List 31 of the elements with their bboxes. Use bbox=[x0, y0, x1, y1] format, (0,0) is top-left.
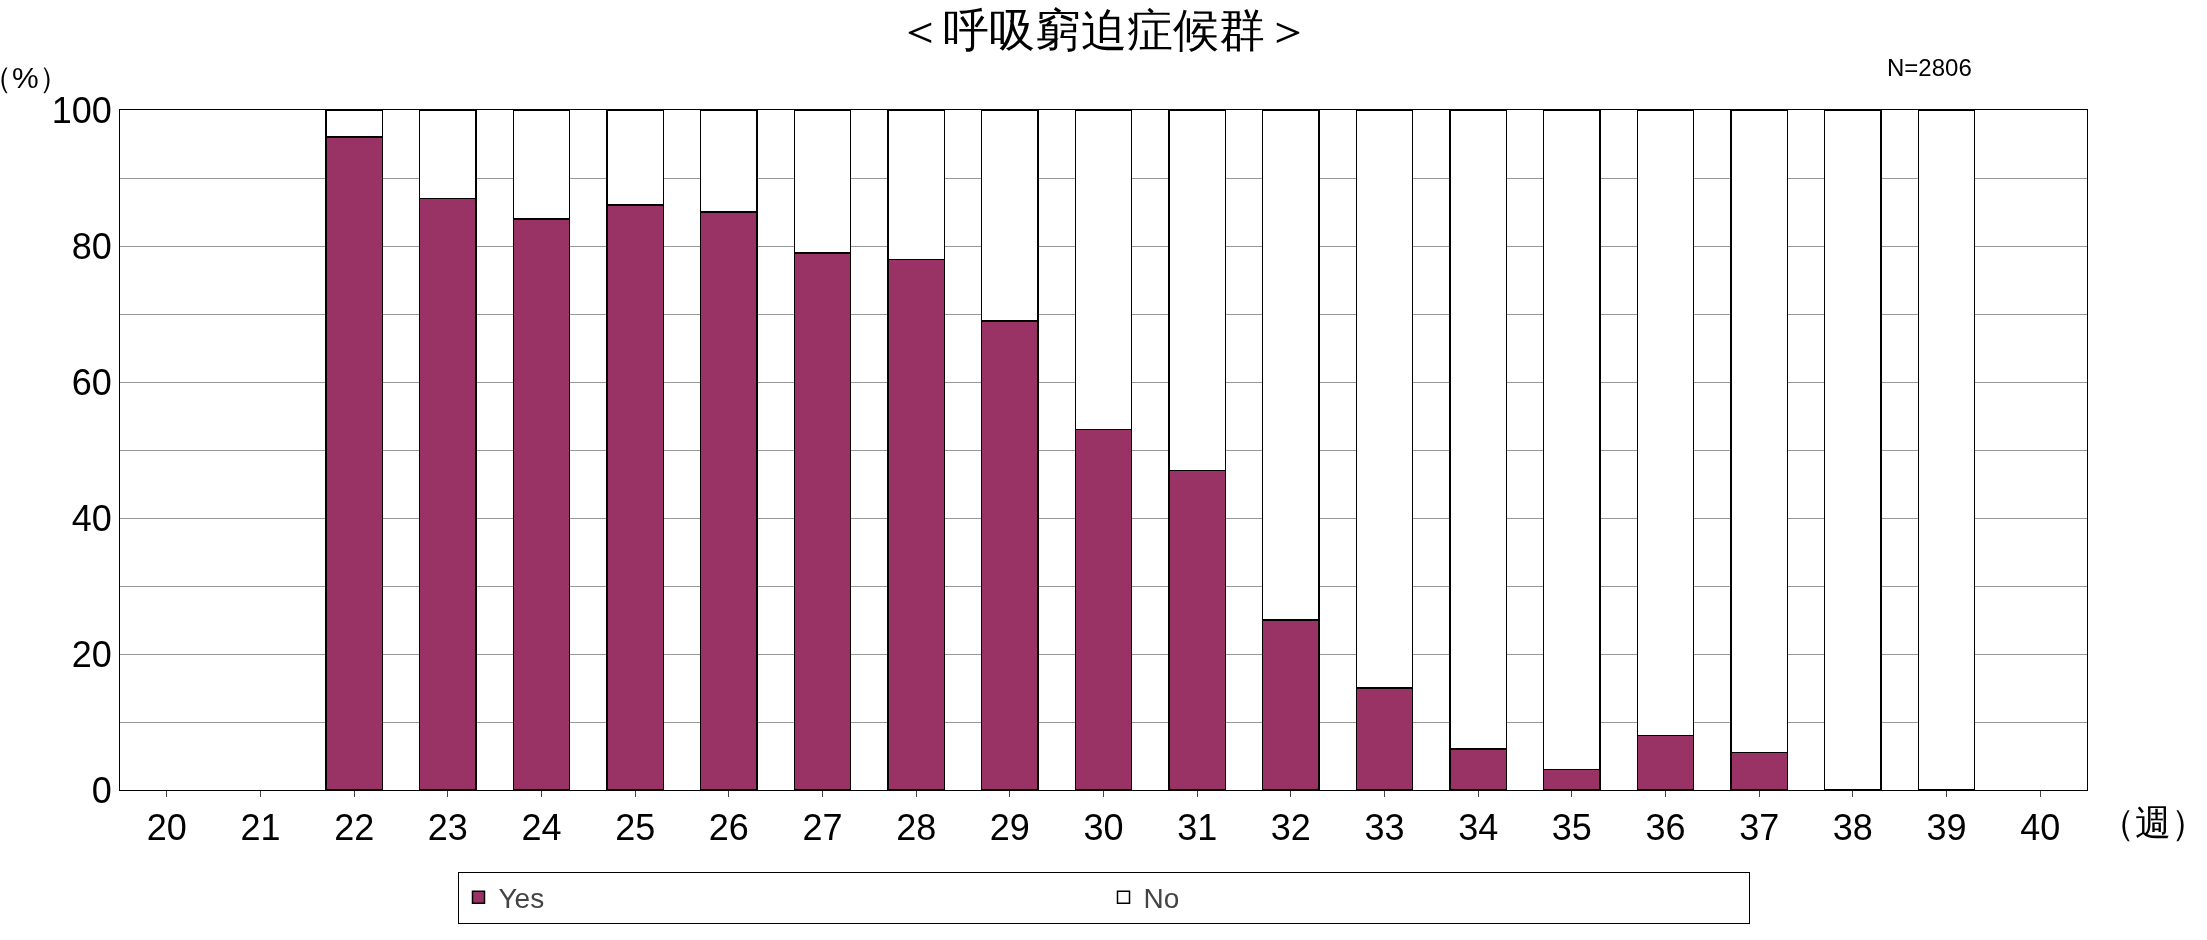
x-tick-label: 40 bbox=[2020, 807, 2061, 849]
y-tick-label: 40 bbox=[71, 497, 112, 539]
x-tick-label: 32 bbox=[1270, 807, 1311, 849]
x-tick-label: 31 bbox=[1177, 807, 1218, 849]
chart-title: ＜呼吸窮迫症候群＞ bbox=[896, 4, 1311, 57]
x-tick-label: 24 bbox=[521, 807, 562, 849]
x-tick-label: 27 bbox=[802, 807, 843, 849]
legend-label: No bbox=[1143, 883, 1180, 915]
x-tick-label: 28 bbox=[896, 807, 937, 849]
x-tick-label: 36 bbox=[1645, 807, 1686, 849]
x-tick-label: 23 bbox=[427, 807, 468, 849]
x-tick-label: 20 bbox=[146, 807, 187, 849]
y-tick-label: 60 bbox=[71, 361, 112, 403]
x-tick-label: 25 bbox=[615, 807, 656, 849]
x-tick-label: 35 bbox=[1551, 807, 1592, 849]
x-axis-title: （週） bbox=[2099, 802, 2207, 843]
y-tick-label: 80 bbox=[71, 225, 112, 267]
x-tick-label: 33 bbox=[1364, 807, 1405, 849]
x-tick-label: 29 bbox=[989, 807, 1030, 849]
x-tick-label: 21 bbox=[240, 807, 281, 849]
y-tick-label: 0 bbox=[91, 769, 112, 811]
x-tick-label: 38 bbox=[1832, 807, 1873, 849]
x-tick-label: 30 bbox=[1083, 807, 1124, 849]
text: N=2806 bbox=[1887, 54, 1972, 81]
x-tick-label: 39 bbox=[1926, 807, 1967, 849]
legend-label: Yes bbox=[498, 883, 545, 915]
y-tick-label: 20 bbox=[71, 633, 112, 675]
x-tick-label: 37 bbox=[1739, 807, 1780, 849]
x-tick-label: 34 bbox=[1458, 807, 1499, 849]
x-tick-label: 26 bbox=[708, 807, 749, 849]
x-tick-label: 22 bbox=[334, 807, 375, 849]
